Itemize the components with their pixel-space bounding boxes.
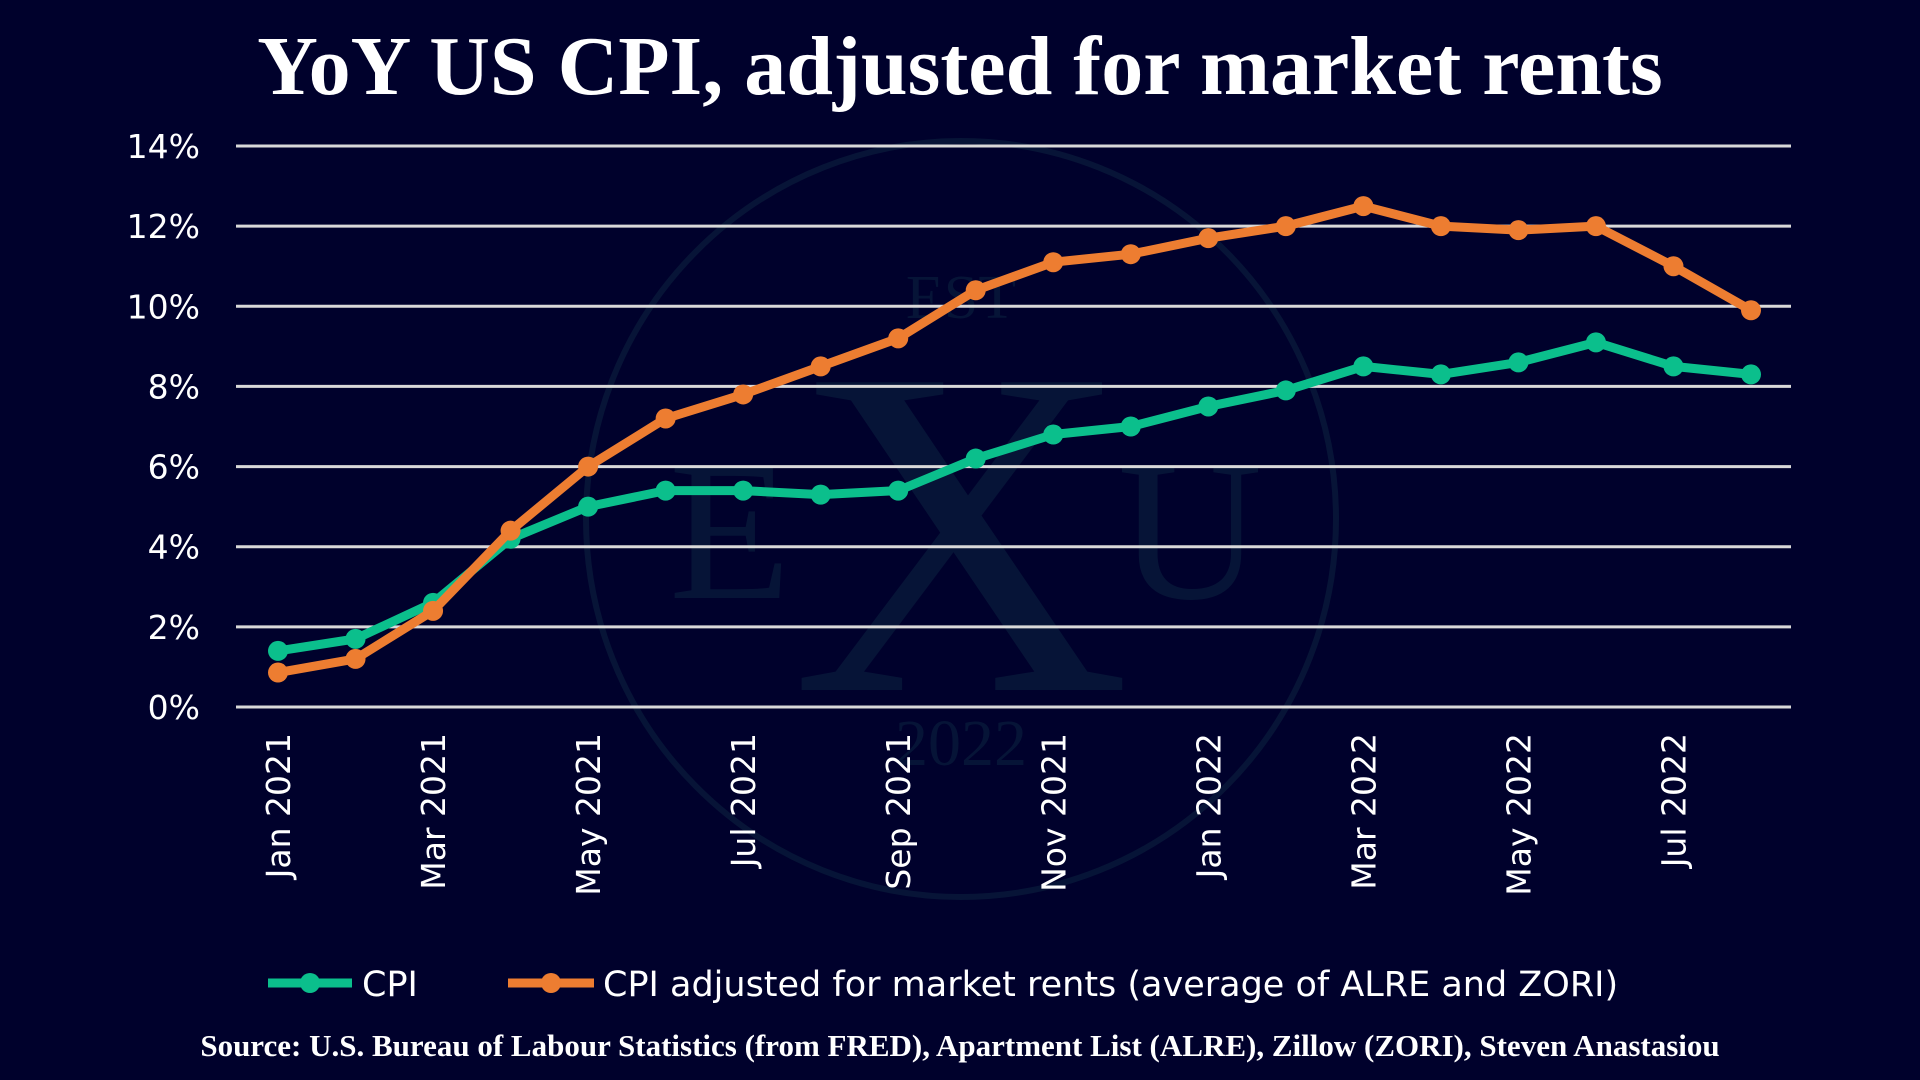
data-point (500, 520, 521, 541)
x-tick-label: May 2021 (569, 733, 608, 896)
data-point (1198, 396, 1219, 417)
data-point (1508, 352, 1529, 373)
x-tick-label: Jan 2021 (259, 733, 298, 880)
data-point (733, 384, 754, 405)
data-point (345, 648, 366, 669)
series-line (277, 201, 1754, 677)
data-point (1353, 196, 1374, 217)
legend-cpi-label: CPI (362, 965, 418, 1005)
data-point (1120, 416, 1141, 437)
y-tick-label: 0% (148, 688, 200, 727)
y-tick-label: 8% (148, 367, 200, 406)
source-note: Source: U.S. Bureau of Labour Statistics… (200, 1028, 1720, 1063)
series-cpi (268, 332, 1761, 661)
watermark-year: 2022 (895, 707, 1027, 780)
data-point (810, 356, 831, 377)
x-tick-label: Jan 2022 (1189, 733, 1228, 880)
y-tick-label: 10% (127, 287, 200, 326)
data-point (268, 662, 288, 683)
series-line (277, 337, 1752, 656)
x-tick-label: Mar 2022 (1344, 733, 1383, 890)
data-point (888, 328, 909, 349)
data-point (1585, 216, 1606, 237)
legend-adjusted-label: CPI adjusted for market rents (average o… (603, 965, 1618, 1005)
legend-adjusted-marker (541, 973, 561, 993)
data-point (1663, 256, 1684, 277)
data-point (1585, 332, 1606, 353)
watermark-u: U (1118, 421, 1262, 642)
x-tick-label: Mar 2021 (414, 733, 453, 890)
data-point (1275, 216, 1296, 237)
data-point (733, 480, 754, 501)
series-adjusted (268, 196, 1761, 683)
data-point (1430, 364, 1451, 385)
data-point (1741, 364, 1761, 385)
y-tick-label: 14% (127, 127, 200, 166)
y-tick-label: 2% (148, 608, 200, 647)
legend-cpi-marker (300, 973, 320, 993)
x-tick-label: Nov 2021 (1034, 733, 1073, 892)
data-point (578, 456, 599, 477)
data-point (1353, 356, 1374, 377)
data-point (345, 628, 366, 649)
legend: CPI CPI adjusted for market rents (avera… (268, 965, 1618, 1005)
watermark-e: E (669, 421, 791, 642)
data-point (1663, 356, 1684, 377)
data-point (655, 480, 676, 501)
data-point (1120, 244, 1141, 265)
data-point (655, 408, 676, 429)
y-tick-label: 12% (127, 207, 200, 246)
x-tick-label: Jul 2021 (724, 733, 763, 869)
data-point (1043, 252, 1064, 273)
x-tick-label: May 2022 (1499, 733, 1538, 896)
data-point (1741, 300, 1761, 321)
data-point (1043, 424, 1064, 445)
data-point (1508, 220, 1529, 241)
data-point (1275, 380, 1296, 401)
data-point (1198, 228, 1219, 249)
chart-title: YoY US CPI, adjusted for market rents (257, 20, 1663, 113)
data-point (888, 480, 909, 501)
data-point (578, 496, 599, 517)
data-point (965, 280, 986, 301)
data-point (965, 448, 986, 469)
x-tick-label: Sep 2021 (879, 733, 918, 890)
data-point (1430, 216, 1451, 237)
y-tick-label: 6% (148, 448, 200, 487)
y-tick-label: 4% (148, 528, 200, 567)
data-point (810, 484, 831, 505)
x-tick-label: Jul 2022 (1654, 733, 1693, 869)
data-point (423, 600, 444, 621)
data-point (268, 640, 288, 661)
